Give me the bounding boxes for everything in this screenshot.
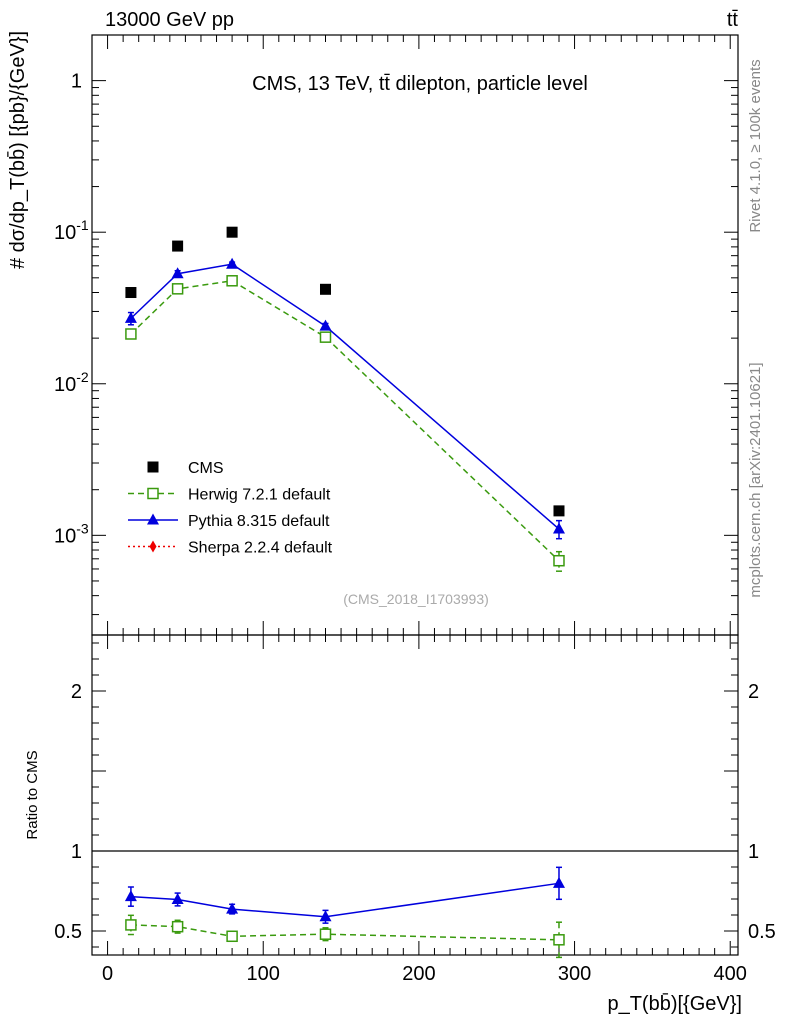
x-tick-label: 100 (247, 963, 280, 985)
legend-label: Sherpa 2.2.4 default (188, 540, 333, 557)
data-point (124, 890, 137, 902)
legend-label: CMS (188, 460, 224, 477)
ratio-frame (91, 634, 739, 956)
legend-label: Herwig 7.2.1 default (188, 487, 331, 504)
x-tick-labels: 0 100 200 300 400 (102, 963, 747, 985)
ratio-y-tick-label: 0.5 (54, 921, 82, 943)
ratio-series-line (130, 882, 560, 918)
x-axis-label: p_T(bb̄)[{GeV}] (607, 992, 742, 1015)
data-point (226, 257, 239, 269)
ratio-y-tick-label: 2 (71, 681, 82, 703)
rivet-label: Rivet 4.1.0, ≥ 100k events (747, 59, 764, 232)
analysis-watermark: (CMS_2018_I1703993) (343, 591, 489, 607)
ratio-series-group (92, 850, 738, 959)
ratio-axis-ticks (92, 635, 738, 955)
data-point (319, 910, 332, 922)
x-tick-label: 0 (102, 963, 113, 985)
y-tick-label: 10-3 (54, 520, 89, 547)
x-tick-label: 400 (714, 963, 747, 985)
legend: CMS Herwig 7.2.1 default Pythia 8.315 defa… (128, 460, 333, 557)
data-point (125, 919, 137, 931)
data-point (125, 328, 137, 340)
mcplots-label: mcplots.cern.ch [arXiv:2401.10621] (747, 362, 764, 597)
data-point (147, 487, 159, 500)
data-point (226, 902, 239, 914)
data-point (319, 283, 331, 295)
main-panel: 10-3 10-2 10-1 1 CMS, 13 TeV, tt̄ dilepton,… (6, 31, 739, 636)
data-point (147, 513, 159, 525)
data-point (171, 267, 184, 279)
header-left: 13000 GeV pp (105, 9, 234, 31)
y-tick-label: 10-1 (54, 217, 89, 244)
ratio-y-tick-label-right: 2 (748, 681, 759, 703)
ratio-y-tick-label-right: 1 (748, 841, 759, 863)
data-point (319, 928, 332, 940)
data-point (226, 930, 238, 943)
plot-title: CMS, 13 TeV, tt̄ dilepton, particle leve… (252, 73, 588, 95)
data-point (319, 331, 332, 343)
data-point (319, 319, 332, 331)
main-y-tick-labels: 10-3 10-2 10-1 1 (54, 71, 89, 548)
data-point (171, 283, 184, 295)
data-point (171, 892, 184, 904)
x-tick-label: 200 (402, 963, 435, 985)
data-point (552, 876, 565, 888)
data-point (552, 522, 565, 534)
ratio-y-tick-label: 1 (71, 841, 82, 863)
ratio-y-tick-label-right: 0.5 (748, 921, 776, 943)
data-point (171, 920, 184, 933)
data-point (172, 240, 184, 252)
y-tick-label: 10-2 (54, 369, 89, 396)
data-point (125, 287, 137, 299)
data-point (553, 934, 565, 946)
header-right: tt̄ (727, 9, 739, 31)
data-point (226, 275, 238, 287)
data-point (553, 505, 565, 517)
x-tick-label: 300 (558, 963, 591, 985)
data-point (147, 461, 159, 473)
main-axis-ticks (92, 34, 738, 635)
data-point (149, 540, 157, 553)
data-point (124, 311, 137, 323)
main-series-group (124, 226, 565, 572)
main-y-axis-label: # dσ/dp_T(bb̄) [{pb}/{GeV}] (6, 31, 29, 269)
y-tick-label: 1 (71, 71, 82, 93)
ratio-y-tick-labels: 0.5 0.5 1 1 2 2 (54, 681, 776, 943)
legend-label: Pythia 8.315 default (188, 513, 330, 530)
ratio-panel: 0.5 0.5 1 1 2 2 0 100 200 300 400 Ratio to CMS p_… (24, 634, 776, 1015)
data-point (226, 226, 238, 238)
ratio-y-axis-label: Ratio to CMS (24, 750, 41, 839)
data-point (553, 554, 565, 567)
ratio-series-line (130, 924, 560, 941)
